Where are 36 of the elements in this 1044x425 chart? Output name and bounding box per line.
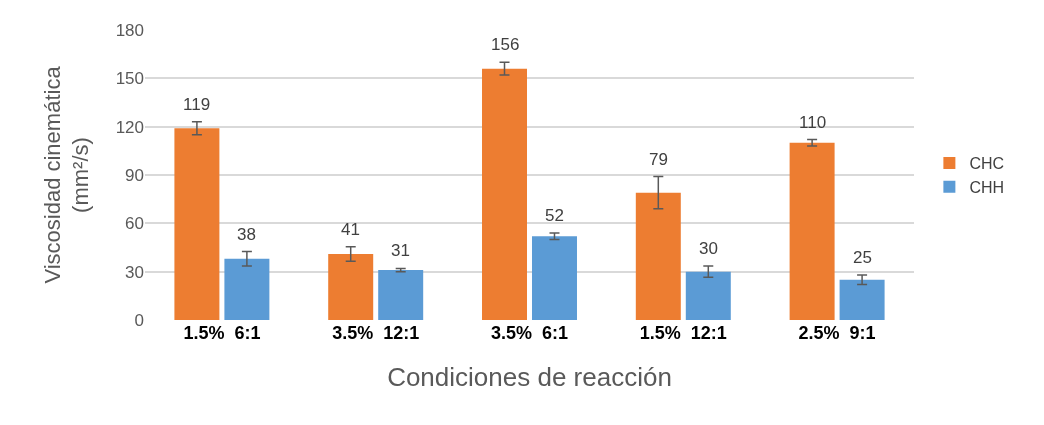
data-label: 38: [237, 225, 256, 244]
bar: [635, 192, 681, 320]
y-tick-label: 60: [125, 214, 144, 234]
legend-label: CHH: [969, 178, 1005, 196]
y-axis-title: Viscosidad cinemática (mm²/s): [39, 65, 94, 284]
data-label: 79: [649, 150, 668, 169]
bar: [685, 271, 731, 320]
data-label: 156: [491, 35, 520, 54]
x-tick-label: 1.5% 12:1: [639, 323, 727, 343]
data-label: 41: [341, 220, 360, 239]
bar: [532, 236, 577, 320]
data-label: 119: [183, 95, 211, 114]
x-tick-label: 3.5% 12:1: [332, 323, 420, 343]
data-label: 52: [545, 206, 564, 225]
y-tick-label: 0: [134, 310, 144, 330]
x-tick-label: 2.5% 9:1: [798, 323, 876, 343]
bar: [328, 253, 374, 320]
y-tick-label: 150: [115, 69, 144, 89]
y-tick-label: 180: [115, 20, 144, 40]
bar: [789, 142, 835, 320]
data-label: 110: [799, 113, 827, 132]
y-tick-label: 120: [115, 117, 144, 137]
bar: [482, 68, 527, 320]
bar: [224, 258, 270, 320]
x-tick-label: 1.5% 6:1: [183, 323, 261, 343]
data-label: 31: [391, 241, 410, 260]
bar: [378, 270, 424, 320]
y-tick-label: 30: [125, 262, 144, 282]
data-label: 25: [853, 248, 872, 267]
x-axis-title: Condiciones de reacción: [387, 361, 672, 392]
x-tick-label: 3.5% 6:1: [490, 323, 569, 343]
data-label: 30: [699, 239, 718, 258]
bar: [174, 128, 220, 320]
legend-label: CHC: [969, 155, 1005, 173]
bar: [839, 279, 885, 320]
y-tick-label: 90: [125, 165, 144, 185]
